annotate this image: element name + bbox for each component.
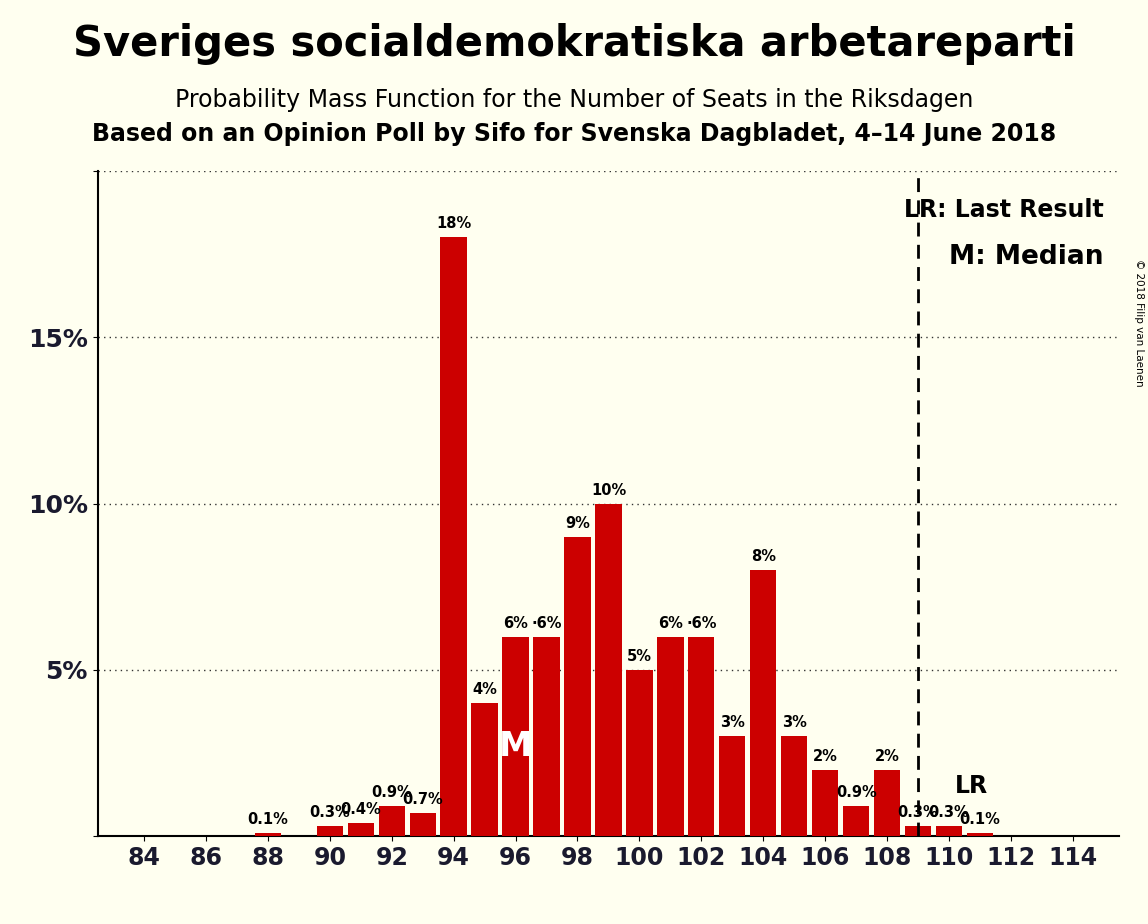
Text: 0.9%: 0.9% (836, 785, 877, 800)
Text: 8%: 8% (751, 549, 776, 565)
Bar (874, 770, 900, 836)
Bar (657, 637, 683, 836)
Bar (503, 637, 529, 836)
Text: 2%: 2% (875, 748, 900, 764)
Text: M: M (499, 730, 533, 763)
Bar (348, 823, 374, 836)
Text: M: Median: M: Median (949, 244, 1104, 270)
Bar (750, 570, 776, 836)
Text: 3%: 3% (782, 715, 807, 731)
Text: ·6%: ·6% (687, 615, 716, 631)
Bar (627, 670, 652, 836)
Bar (812, 770, 838, 836)
Text: Sveriges socialdemokratiska arbetareparti: Sveriges socialdemokratiska arbetarepart… (72, 23, 1076, 65)
Bar (410, 813, 436, 836)
Text: ·6%: ·6% (532, 615, 561, 631)
Bar (441, 237, 467, 836)
Text: 3%: 3% (720, 715, 745, 731)
Bar (534, 637, 560, 836)
Text: 6%: 6% (503, 615, 528, 631)
Bar (317, 826, 343, 836)
Bar (688, 637, 714, 836)
Bar (596, 504, 621, 836)
Text: 6%: 6% (658, 615, 683, 631)
Text: 0.1%: 0.1% (960, 812, 1000, 827)
Text: 2%: 2% (813, 748, 838, 764)
Text: 0.4%: 0.4% (340, 802, 381, 817)
Text: Probability Mass Function for the Number of Seats in the Riksdagen: Probability Mass Function for the Number… (174, 88, 974, 112)
Text: 18%: 18% (436, 216, 472, 232)
Bar (781, 736, 807, 836)
Text: 0.1%: 0.1% (248, 812, 288, 827)
Bar (967, 833, 993, 836)
Text: 9%: 9% (565, 516, 590, 531)
Bar (843, 807, 869, 836)
Text: 4%: 4% (472, 682, 497, 698)
Text: 0.3%: 0.3% (929, 805, 969, 821)
Bar (379, 807, 405, 836)
Bar (255, 833, 281, 836)
Text: 10%: 10% (591, 482, 626, 498)
Text: 0.3%: 0.3% (898, 805, 938, 821)
Bar (936, 826, 962, 836)
Bar (719, 736, 745, 836)
Text: 0.7%: 0.7% (402, 792, 443, 807)
Bar (472, 703, 498, 836)
Text: 5%: 5% (627, 649, 652, 664)
Text: 0.9%: 0.9% (371, 785, 412, 800)
Text: LR: Last Result: LR: Last Result (905, 198, 1104, 222)
Text: 0.3%: 0.3% (310, 805, 350, 821)
Bar (565, 537, 590, 836)
Text: © 2018 Filip van Laenen: © 2018 Filip van Laenen (1134, 259, 1143, 386)
Text: Based on an Opinion Poll by Sifo for Svenska Dagbladet, 4–14 June 2018: Based on an Opinion Poll by Sifo for Sve… (92, 122, 1056, 146)
Text: LR: LR (955, 774, 988, 798)
Bar (905, 826, 931, 836)
